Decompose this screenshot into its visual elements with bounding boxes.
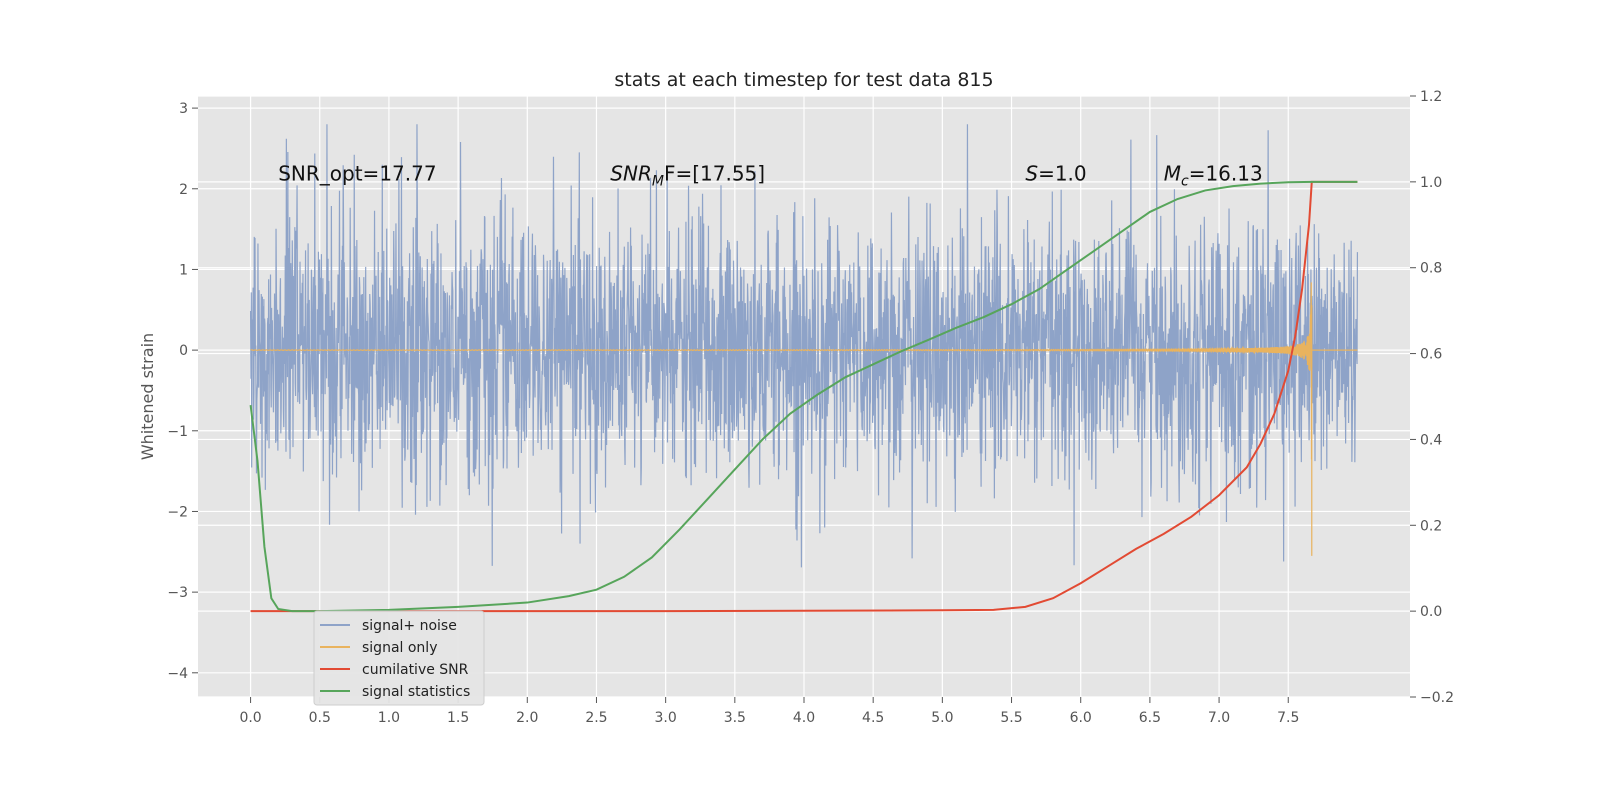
y2-tick-label: 0.2 — [1420, 518, 1442, 534]
annotation-snr-mf-sub: M — [652, 174, 664, 190]
y2-tick-label: 1.2 — [1420, 89, 1442, 105]
legend-label: cumilative SNR — [362, 662, 469, 678]
x-tick-label: 3.0 — [655, 710, 677, 726]
chart-title: stats at each timestep for test data 815 — [614, 69, 993, 91]
y2-tick-label: 0.8 — [1420, 261, 1442, 277]
y-tick-label: 2 — [179, 182, 188, 198]
y-tick-label: −1 — [167, 424, 188, 440]
annotations: SNR_opt=17.77 SNRMF=[17.55] S=1.0 Mc=16.… — [278, 162, 1262, 190]
annotation-mc-rest: =16.13 — [1189, 162, 1263, 186]
x-tick-label: 7.0 — [1208, 710, 1230, 726]
annotation-snr-mf-main: SNR — [610, 162, 652, 186]
x-tick-label: 0.5 — [309, 710, 331, 726]
y-tick-label: 0 — [179, 343, 188, 359]
series-signal-noise-line — [249, 124, 1359, 568]
x-tick-label: 4.5 — [862, 710, 884, 726]
y-tick-label: 1 — [179, 262, 188, 278]
legend-label: signal+ noise — [362, 618, 457, 634]
legend-label: signal statistics — [362, 684, 470, 700]
annotation-mc-main: M — [1164, 162, 1181, 186]
x-tick-label: 0.0 — [239, 710, 261, 726]
y2-tick-label: 0.6 — [1420, 347, 1442, 363]
x-axis: 0.0 0.5 1.0 1.5 2.0 2.5 3.0 3.5 4.0 4.5 5.0 5.5 6.0 6… — [239, 697, 1299, 726]
y2-tick-label: 1.0 — [1420, 175, 1442, 191]
annotation-snr-mf: SNRMF=[17.55] — [610, 162, 765, 190]
x-tick-label: 3.5 — [724, 710, 746, 726]
y2-tick-label: 0.4 — [1420, 432, 1442, 448]
x-tick-label: 2.0 — [516, 710, 538, 726]
annotation-s-rest: =1.0 — [1038, 162, 1087, 186]
annotation-snr-mf-rest: F=[17.55] — [664, 162, 765, 186]
annotation-s-sym: S — [1025, 162, 1038, 186]
legend-label: signal only — [362, 640, 437, 656]
annotation-s: S=1.0 — [1025, 162, 1086, 186]
y-tick-label: −4 — [167, 666, 188, 682]
x-tick-label: 5.5 — [1000, 710, 1022, 726]
y-axis-label: Whitened strain — [138, 333, 157, 460]
x-tick-label: 2.5 — [585, 710, 607, 726]
annotation-mc-sub: c — [1181, 174, 1189, 190]
right-y-axis: 1.2 1.0 0.8 0.6 0.4 0.2 0.0 −0.2 — [1410, 89, 1454, 706]
series-cumulative-snr-line — [250, 180, 1358, 613]
x-tick-label: 5.0 — [931, 710, 953, 726]
y-tick-label: −3 — [167, 585, 188, 601]
annotation-mc: Mc=16.13 — [1164, 162, 1263, 190]
legend-box — [313, 610, 485, 706]
x-tick-label: 4.0 — [793, 710, 815, 726]
x-tick-label: 7.5 — [1277, 710, 1299, 726]
x-tick-label: 1.0 — [378, 710, 400, 726]
y-tick-label: 3 — [179, 101, 188, 117]
y2-tick-label: 0.0 — [1420, 604, 1442, 620]
series-signal-only-line — [250, 282, 1358, 556]
annotation-snr-opt: SNR_opt=17.77 — [278, 162, 436, 186]
y2-tick-label: −0.2 — [1420, 690, 1454, 706]
y-tick-label: −2 — [167, 504, 188, 520]
left-y-axis: 3 2 1 0 −1 −2 −3 −4 — [167, 101, 198, 682]
legend: signal+ noise signal only cumilative SNR si… — [313, 610, 485, 706]
x-tick-label: 6.0 — [1070, 710, 1092, 726]
x-tick-label: 6.5 — [1139, 710, 1161, 726]
x-tick-label: 1.5 — [447, 710, 469, 726]
